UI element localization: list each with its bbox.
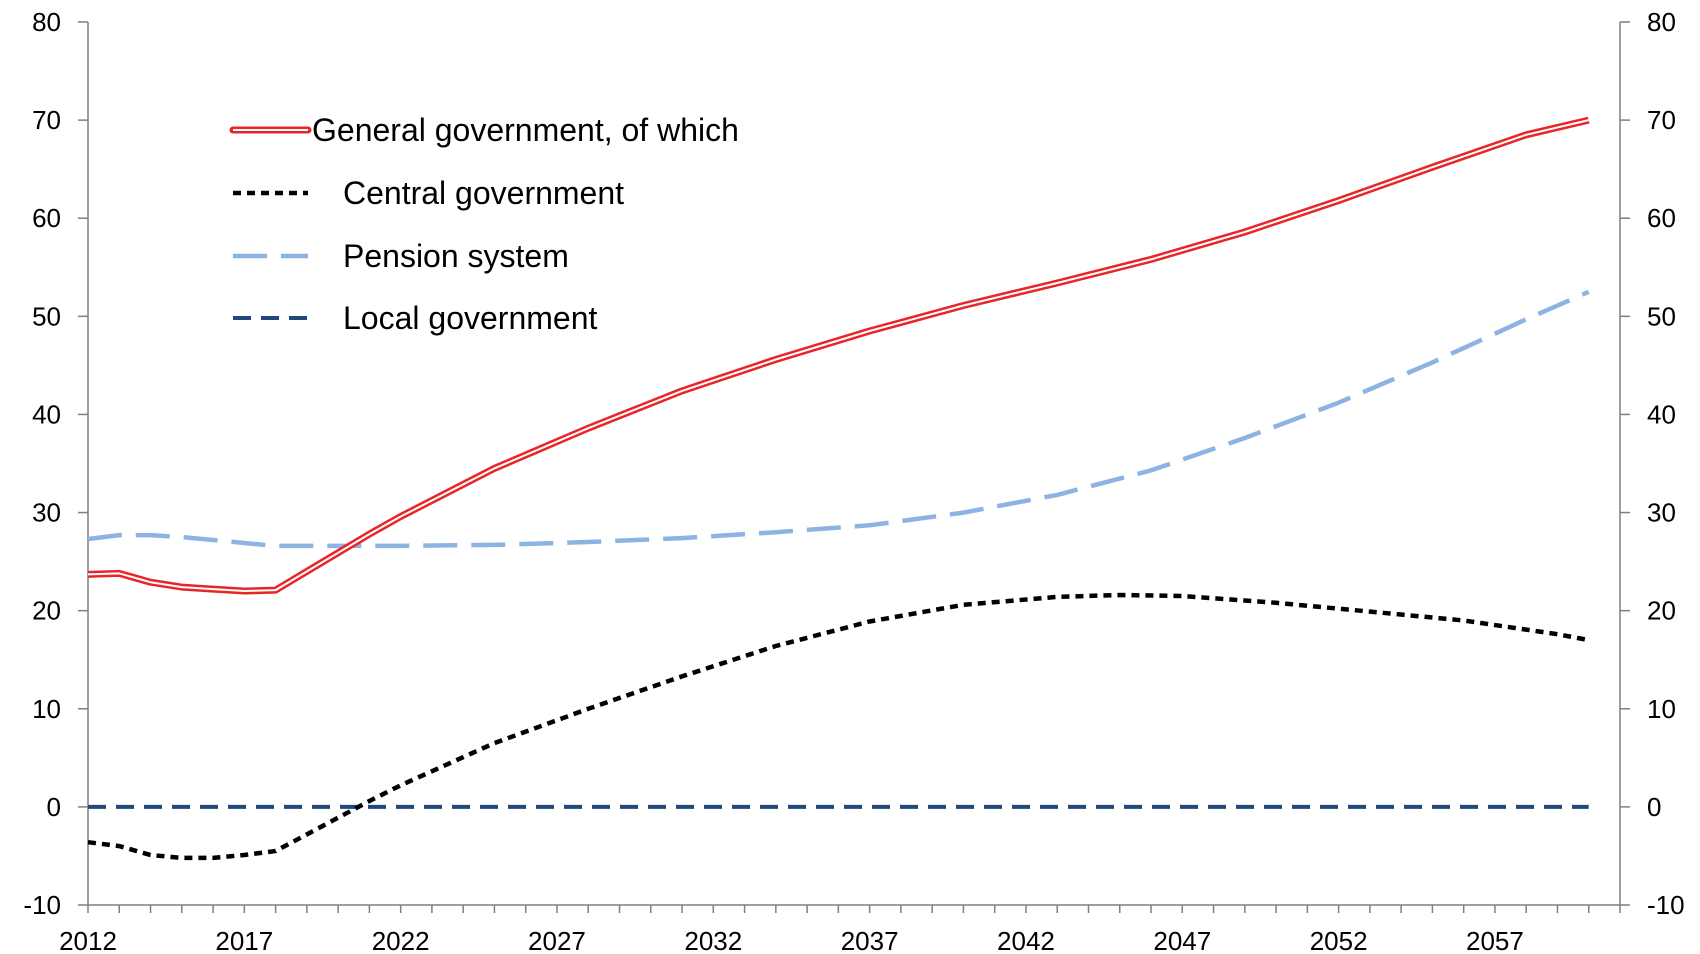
y-tick-label-left: 60 <box>32 203 61 233</box>
y-tick-label-right: 40 <box>1647 399 1676 429</box>
y-tick-label-left: 50 <box>32 301 61 331</box>
y-tick-label-right: 30 <box>1647 498 1676 528</box>
y-tick-label-left: 40 <box>32 399 61 429</box>
legend-label-general: General government, of which <box>312 112 739 148</box>
y-tick-label-right: 60 <box>1647 203 1676 233</box>
legend-label-central: Central government <box>343 175 624 211</box>
y-tick-label-right: -10 <box>1647 890 1685 920</box>
x-tick-label: 2052 <box>1310 926 1368 954</box>
y-tick-label-left: 0 <box>47 792 61 822</box>
x-tick-label: 2057 <box>1466 926 1524 954</box>
series-layer <box>87 116 1590 861</box>
legend-label-pension: Pension system <box>343 238 569 274</box>
x-tick-label: 2017 <box>215 926 273 954</box>
y-tick-label-right: 70 <box>1647 105 1676 135</box>
series-line-inner-general <box>87 119 1589 592</box>
y-tick-label-left: 20 <box>32 596 61 626</box>
y-tick-label-left: 30 <box>32 498 61 528</box>
x-tick-label: 2037 <box>841 926 899 954</box>
x-tick-label: 2042 <box>997 926 1055 954</box>
series-line-central <box>87 592 1590 861</box>
y-tick-label-left: 70 <box>32 105 61 135</box>
y-tick-label-right: 20 <box>1647 596 1676 626</box>
series-line-pension <box>87 289 1590 549</box>
y-tick-label-left: 80 <box>32 7 61 37</box>
legend: General government, of which Central gove… <box>229 112 739 336</box>
legend-label-local: Local government <box>343 300 597 336</box>
axes: -10 -10 0 0 10 10 20 20 30 30 40 40 50 50 60 60 70 70 80 80… <box>23 7 1684 954</box>
y-tick-label-right: 0 <box>1647 792 1661 822</box>
y-tick-label-right: 80 <box>1647 7 1676 37</box>
y-tick-label-left: 10 <box>32 694 61 724</box>
x-tick-label: 2022 <box>372 926 430 954</box>
y-tick-label-right: 10 <box>1647 694 1676 724</box>
x-tick-label: 2027 <box>528 926 586 954</box>
y-tick-label-right: 50 <box>1647 301 1676 331</box>
x-tick-label: 2012 <box>59 926 117 954</box>
x-tick-label: 2047 <box>1153 926 1211 954</box>
y-tick-label-left: -10 <box>23 890 61 920</box>
x-tick-label: 2032 <box>684 926 742 954</box>
